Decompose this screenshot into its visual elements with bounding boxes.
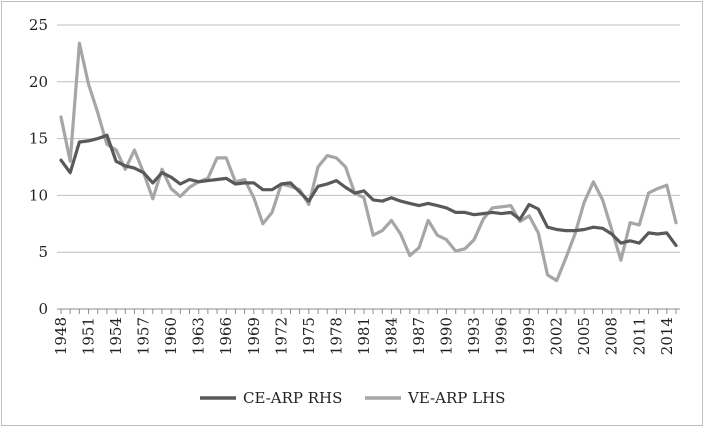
legend: CE-ARP RHS VE-ARP LHS (200, 389, 505, 407)
x-tick-label: 1960 (162, 317, 180, 355)
x-tick-label: 1978 (327, 317, 345, 355)
legend-label: CE-ARP RHS (243, 389, 342, 407)
x-tick-label: 2014 (658, 317, 676, 355)
x-axis: 1948 1951 1954 1957 1960 1963 1966 1969 1972 1975… (52, 308, 680, 355)
x-tick-label: 1996 (493, 317, 511, 355)
x-tick-label: 1951 (80, 317, 98, 355)
y-axis: 0 5 10 15 20 25 (29, 16, 48, 318)
x-tick-label: 1954 (107, 317, 125, 355)
series-line-ce-arp-rhs (59, 133, 678, 247)
x-tick-label: 1981 (355, 317, 373, 355)
x-tick-label: 1966 (217, 317, 235, 355)
y-tick-label: 15 (29, 130, 48, 148)
x-tick-label: 2011 (630, 317, 648, 355)
x-tick-label: 1963 (190, 317, 208, 355)
x-tick-label: 1948 (52, 317, 70, 355)
legend-label: VE-ARP LHS (407, 389, 505, 407)
x-tick-label: 1957 (135, 317, 153, 355)
y-tick-label: 5 (38, 243, 48, 261)
y-tick-label: 10 (29, 186, 48, 204)
x-tick-label: 1987 (410, 317, 428, 355)
x-tick-label: 1990 (438, 317, 456, 355)
x-tick-label: 1969 (245, 317, 263, 355)
series-lines (59, 41, 678, 283)
gridlines (57, 24, 680, 310)
y-tick-label: 0 (38, 300, 48, 318)
x-tick-label: 1993 (465, 317, 483, 355)
x-tick-label: 1975 (300, 317, 318, 355)
y-tick-label: 20 (29, 73, 48, 91)
y-tick-label: 25 (29, 16, 48, 34)
series-line-ve-arp-lhs (59, 41, 678, 283)
x-tick-label: 2008 (603, 317, 621, 355)
x-tick-label: 1984 (382, 317, 400, 355)
x-tick-label: 2005 (575, 317, 593, 355)
x-tick-label: 1972 (272, 317, 290, 355)
x-tick-label: 1999 (520, 317, 538, 355)
x-tick-label: 2002 (548, 317, 566, 355)
